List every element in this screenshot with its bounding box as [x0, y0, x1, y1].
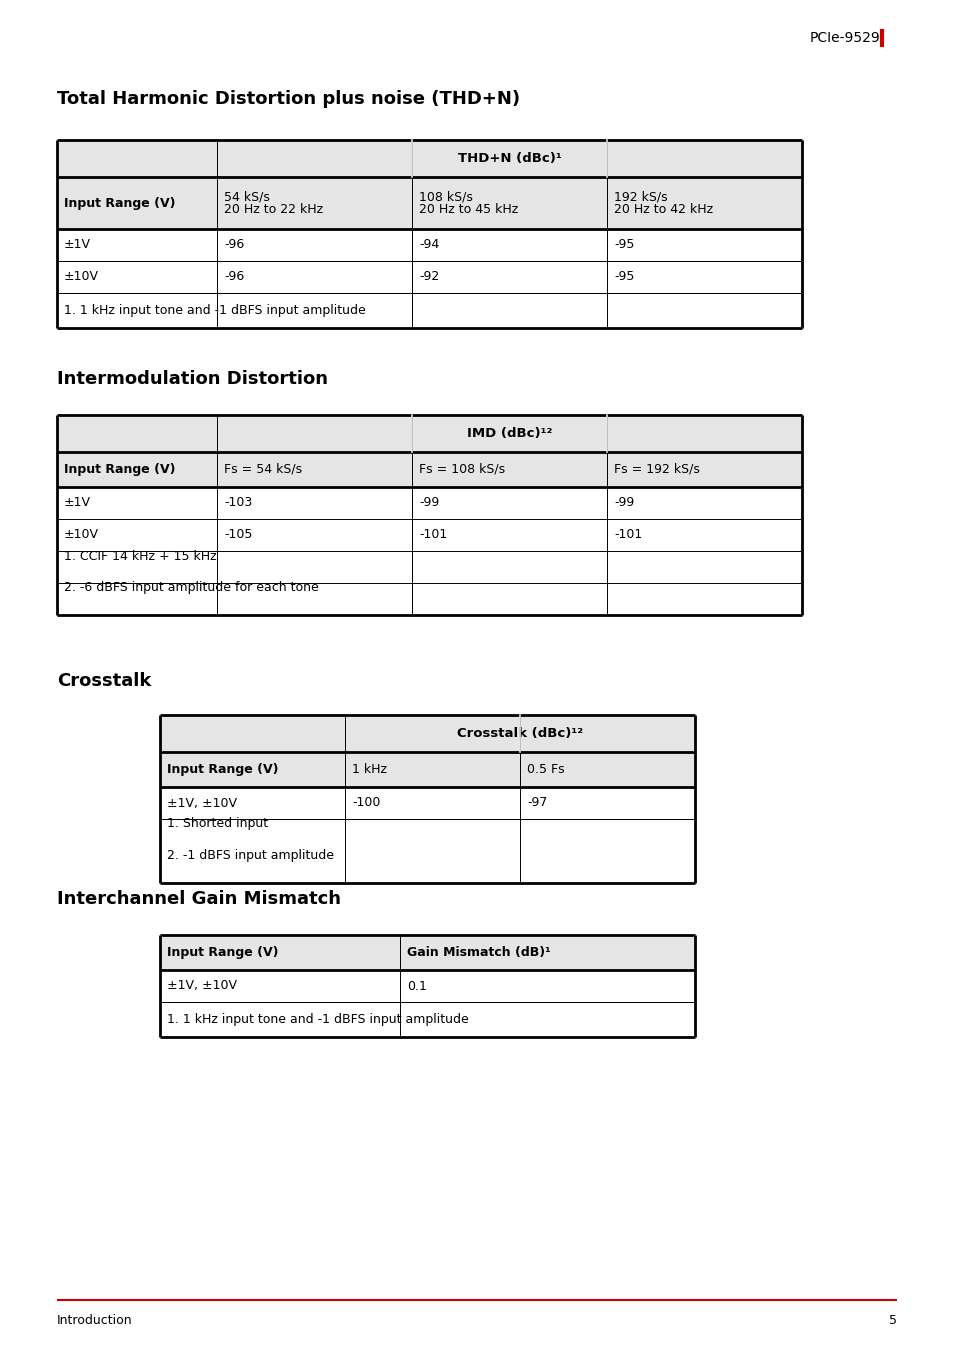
Bar [57, 551, 801, 584]
Text: Crosstalk: Crosstalk [57, 672, 152, 691]
Text: -96: -96 [224, 271, 244, 283]
Text: ±1V: ±1V [64, 238, 91, 252]
Text: Fs = 192 kS/s: Fs = 192 kS/s [614, 463, 700, 477]
Text: 1. 1 kHz input tone and -1 dBFS input amplitude: 1. 1 kHz input tone and -1 dBFS input am… [167, 1013, 468, 1026]
Text: 20 Hz to 45 kHz: 20 Hz to 45 kHz [418, 203, 517, 217]
Text: 1. Shorted input: 1. Shorted input [167, 818, 268, 830]
Bar [57, 519, 801, 551]
Text: Input Range (V): Input Range (V) [64, 463, 175, 477]
Text: Gain Mismatch (dB)¹: Gain Mismatch (dB)¹ [407, 946, 550, 959]
Bar [57, 452, 801, 487]
Text: -103: -103 [224, 497, 252, 509]
Text: Input Range (V): Input Range (V) [167, 764, 278, 776]
Text: -101: -101 [418, 528, 447, 542]
Text: -99: -99 [418, 497, 438, 509]
Text: ±10V: ±10V [64, 528, 99, 542]
Text: 192 kS/s: 192 kS/s [614, 190, 667, 203]
Text: 2. -1 dBFS input amplitude: 2. -1 dBFS input amplitude [167, 849, 334, 861]
Bar [160, 751, 695, 787]
Text: ±1V, ±10V: ±1V, ±10V [167, 979, 236, 992]
Bar [57, 229, 801, 261]
Bar [57, 139, 801, 177]
Text: -101: -101 [614, 528, 641, 542]
Text: IMD (dBc)¹²: IMD (dBc)¹² [466, 427, 552, 440]
Text: -94: -94 [418, 238, 438, 252]
Bar [160, 852, 695, 883]
Bar [160, 819, 695, 852]
Text: 5: 5 [888, 1313, 896, 1327]
Text: 1 kHz: 1 kHz [352, 764, 387, 776]
Text: Input Range (V): Input Range (V) [64, 196, 175, 210]
Text: 0.5 Fs: 0.5 Fs [526, 764, 564, 776]
Bar [160, 936, 695, 969]
Text: Intermodulation Distortion: Intermodulation Distortion [57, 370, 328, 389]
Text: Fs = 54 kS/s: Fs = 54 kS/s [224, 463, 302, 477]
Text: ±1V, ±10V: ±1V, ±10V [167, 796, 236, 810]
Bar [57, 414, 801, 452]
Text: 108 kS/s: 108 kS/s [418, 190, 473, 203]
Bar [160, 1002, 695, 1037]
Text: Fs = 108 kS/s: Fs = 108 kS/s [418, 463, 504, 477]
Text: -96: -96 [224, 238, 244, 252]
Text: Input Range (V): Input Range (V) [167, 946, 278, 959]
Text: 1. CCIF 14 kHz + 15 kHz: 1. CCIF 14 kHz + 15 kHz [64, 550, 216, 562]
Text: PCIe-9529: PCIe-9529 [808, 31, 879, 45]
Text: -95: -95 [614, 238, 634, 252]
Text: THD+N (dBc)¹: THD+N (dBc)¹ [457, 152, 560, 165]
Text: Total Harmonic Distortion plus noise (THD+N): Total Harmonic Distortion plus noise (TH… [57, 89, 519, 108]
Bar [57, 292, 801, 328]
Text: -99: -99 [614, 497, 634, 509]
Bar [57, 584, 801, 615]
Bar [57, 177, 801, 229]
Text: ±10V: ±10V [64, 271, 99, 283]
Text: 1. 1 kHz input tone and -1 dBFS input amplitude: 1. 1 kHz input tone and -1 dBFS input am… [64, 305, 365, 317]
Text: 20 Hz to 42 kHz: 20 Hz to 42 kHz [614, 203, 713, 217]
Text: Introduction: Introduction [57, 1313, 132, 1327]
Text: -95: -95 [614, 271, 634, 283]
Text: -105: -105 [224, 528, 253, 542]
Text: Interchannel Gain Mismatch: Interchannel Gain Mismatch [57, 890, 340, 909]
Text: ±1V: ±1V [64, 497, 91, 509]
Bar [57, 487, 801, 519]
Bar [57, 261, 801, 292]
Bar [160, 969, 695, 1002]
Text: 0.1: 0.1 [407, 979, 426, 992]
Text: -100: -100 [352, 796, 380, 810]
Text: -97: -97 [526, 796, 547, 810]
Bar [160, 787, 695, 819]
Text: 2. -6 dBFS input amplitude for each tone: 2. -6 dBFS input amplitude for each tone [64, 581, 318, 593]
Bar [160, 715, 695, 751]
Text: 20 Hz to 22 kHz: 20 Hz to 22 kHz [224, 203, 323, 217]
Text: 54 kS/s: 54 kS/s [224, 190, 270, 203]
Text: Crosstalk (dBc)¹²: Crosstalk (dBc)¹² [456, 727, 582, 741]
Text: -92: -92 [418, 271, 438, 283]
